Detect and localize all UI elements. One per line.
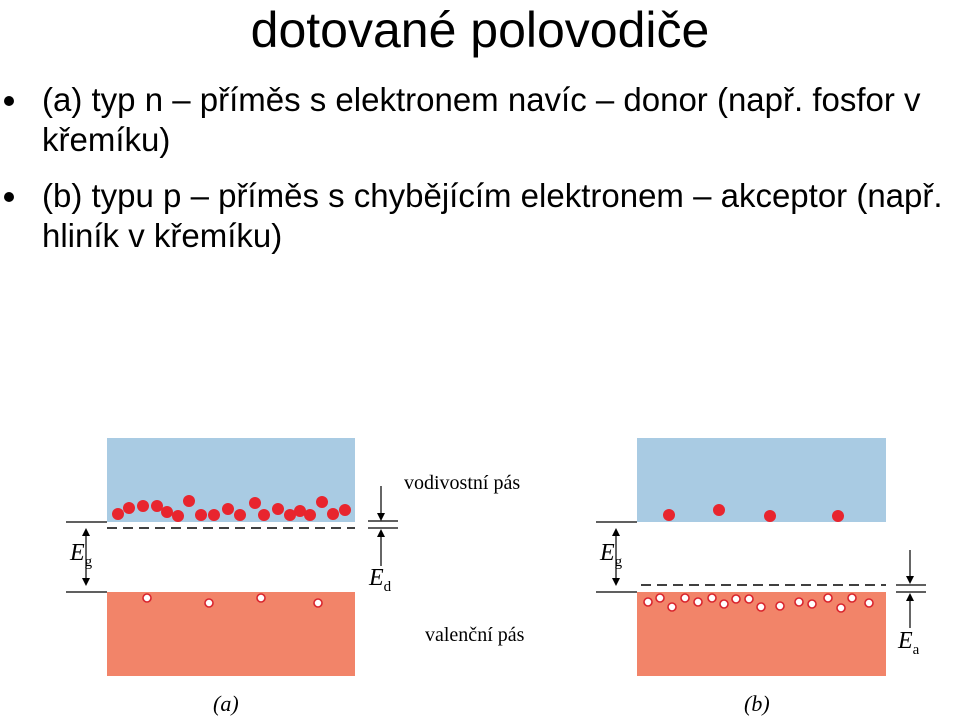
electron-dot	[183, 495, 195, 507]
electron-dot	[339, 504, 351, 516]
hole-dot	[775, 601, 785, 611]
hole-dot	[667, 602, 677, 612]
conduction-band-b	[637, 438, 886, 522]
electron-dot	[832, 510, 844, 522]
bullet-item-p-type: (b) typu p – příměs s chybějícím elektro…	[0, 176, 950, 256]
hole-dot	[655, 593, 665, 603]
hole-dot	[256, 593, 266, 603]
electron-dot	[272, 503, 284, 515]
hole-dot	[707, 593, 717, 603]
gap-label-b: Eg	[599, 540, 623, 570]
holes-a	[142, 593, 323, 608]
electron-dot	[327, 508, 339, 520]
donor-energy-label: Ed	[368, 565, 392, 595]
bullet-list: (a) typ n – příměs s elektronem navíc – …	[0, 80, 950, 256]
electron-dot	[137, 500, 149, 512]
electron-dot	[123, 502, 135, 514]
hole-dot	[756, 602, 766, 612]
acceptor-energy-label: Ea	[897, 628, 920, 658]
hole-dot	[204, 598, 214, 608]
electron-dot	[258, 509, 270, 521]
electron-dot	[195, 509, 207, 521]
valence-band-a	[107, 592, 355, 676]
bullet-dot-icon	[4, 192, 14, 202]
hole-dot	[744, 594, 754, 604]
electrons-b	[663, 504, 844, 522]
electrons-a	[112, 495, 351, 522]
bullet-item-n-type: (a) typ n – příměs s elektronem navíc – …	[0, 80, 950, 160]
electron-dot	[249, 497, 261, 509]
slide-title: dotované polovodiče	[250, 2, 710, 58]
hole-dot	[823, 593, 833, 603]
gap-label-a: Eg	[69, 540, 93, 570]
holes-b	[643, 593, 874, 613]
valence-band-label: valenční pás	[425, 624, 525, 646]
hole-dot	[719, 599, 729, 609]
hole-dot	[731, 594, 741, 604]
bullet-text-p-type: (b) typu p – příměs s chybějícím elektro…	[42, 177, 943, 254]
electron-dot	[294, 505, 306, 517]
electron-dot	[304, 509, 316, 521]
electron-dot	[764, 510, 776, 522]
bullet-text-n-type: (a) typ n – příměs s elektronem navíc – …	[42, 81, 921, 158]
hole-dot	[807, 599, 817, 609]
hole-dot	[847, 593, 857, 603]
hole-dot	[836, 603, 846, 613]
panel-a: Eg Ed vodivostní pás valenční pás (a)	[66, 438, 525, 716]
electron-dot	[161, 506, 173, 518]
hole-dot	[680, 593, 690, 603]
hole-dot	[794, 597, 804, 607]
electron-dot	[222, 503, 234, 515]
electron-dot	[713, 504, 725, 516]
electron-dot	[112, 508, 124, 520]
electron-dot	[151, 500, 163, 512]
hole-dot	[643, 597, 653, 607]
hole-dot	[864, 598, 874, 608]
bullet-dot-icon	[4, 96, 14, 106]
conduction-band-label: vodivostní pás	[404, 472, 520, 494]
hole-dot	[313, 598, 323, 608]
electron-dot	[234, 509, 246, 521]
panel-b: Eg Ea (b)	[596, 438, 926, 716]
panel-a-caption: (a)	[213, 691, 239, 716]
hole-dot	[693, 597, 703, 607]
electron-dot	[284, 509, 296, 521]
panel-b-caption: (b)	[744, 691, 770, 716]
electron-dot	[208, 509, 220, 521]
electron-dot	[663, 509, 675, 521]
electron-dot	[316, 496, 328, 508]
hole-dot	[142, 593, 152, 603]
electron-dot	[172, 510, 184, 522]
